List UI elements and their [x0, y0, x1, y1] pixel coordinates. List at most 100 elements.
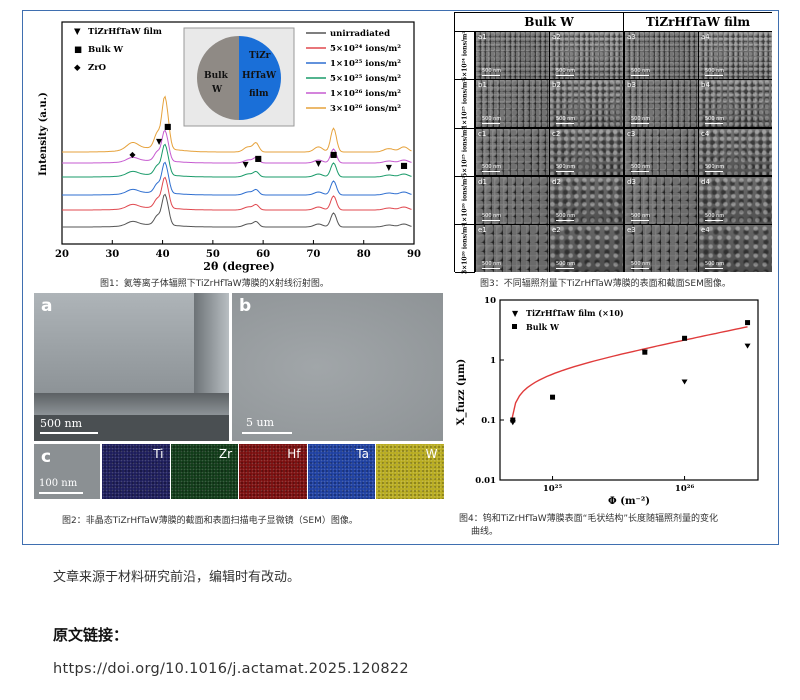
sem-cell-scale: 500 nm: [556, 116, 576, 123]
sem-cell-label: b4: [701, 81, 710, 90]
peak-marker: ◆: [129, 150, 136, 159]
panel-c-scale: 100 nm: [39, 478, 78, 489]
sem-header-bulk: Bulk W: [475, 13, 623, 31]
sem-panel-a: a 500 nm: [34, 293, 229, 441]
sem-cell-scale-bar: [556, 74, 574, 76]
sem-cell-label: b1: [478, 81, 487, 90]
legend-marker: ▼: [74, 27, 81, 37]
peak-marker: ■: [330, 150, 338, 159]
eds-element-label: Hf: [287, 447, 301, 461]
sem-cell-label: e1: [478, 226, 487, 235]
sem-cell-scale-bar: [631, 267, 649, 269]
sem-image-e4: e4 500 nm: [699, 225, 772, 272]
xrd-chart: 20 30 40 50 60 70 80 90 ◆ ▼ ■ ▼ ■ ▼ ■ ▼ ■ ▼ TiZrHfTaW f…: [34, 14, 444, 276]
sem-cell-scale: 500 nm: [482, 116, 502, 123]
peak-marker: ▼: [386, 163, 393, 172]
sem-cell-label: d3: [627, 177, 636, 186]
sem-image-d4: d4 500 nm: [699, 176, 772, 224]
sem-image-d2: d2 500 nm: [550, 176, 623, 224]
sem-image-b2: b2 500 nm: [550, 80, 623, 128]
sem-cell-label: d4: [701, 177, 710, 186]
x-tick-label: 70: [306, 249, 320, 260]
sem-cell-scale-bar: [631, 74, 649, 76]
x-tick-label: 60: [256, 249, 270, 260]
sem-image-e3: e3 500 nm: [625, 225, 698, 272]
sem-cell-scale-bar: [556, 267, 574, 269]
legend-label: unirradiated: [330, 29, 390, 39]
sem-cell-scale-bar: [705, 171, 723, 173]
sem-image-c2: c2 500 nm: [550, 128, 623, 176]
eds-map-ti: Ti: [102, 444, 170, 499]
xrd-series-line: [62, 129, 412, 164]
doi-link[interactable]: https://doi.org/10.1016/j.actamat.2025.1…: [53, 661, 409, 677]
x-tick-label: 10²⁵: [543, 484, 563, 494]
sem-cell-scale-bar: [705, 267, 723, 269]
eds-element-label: Zr: [218, 447, 232, 461]
sem-image-e2: e2 500 nm: [550, 225, 623, 272]
bulk-w-point: [550, 394, 556, 400]
sem-cell-label: d2: [552, 177, 561, 186]
sem-cell-scale: 500 nm: [482, 67, 502, 74]
sem-cell-scale: 500 nm: [556, 67, 576, 74]
sem-image-d3: d3 500 nm: [625, 176, 698, 224]
sem-cell-scale-bar: [482, 171, 500, 173]
sem-image-b4: b4 500 nm: [699, 80, 772, 128]
film-point: [681, 379, 688, 385]
sem-image-a3: a3 500 nm: [625, 32, 698, 79]
sem-image-d1: d1 500 nm: [476, 176, 549, 224]
xrd-peak-markers: ◆▼■▼■▼■▼ ■: [129, 122, 407, 172]
fig3-caption: 图3：不同辐照剂量下TiZrHfTaW薄膜的表面和截面SEM图像。: [480, 279, 731, 289]
x-tick-label: 10²⁶: [675, 484, 695, 494]
sem-panel-b: b 5 um: [232, 293, 443, 441]
sem-cell-scale-bar: [482, 267, 500, 269]
y-tick-label: 10: [484, 296, 496, 306]
fig4-caption-line1: 图4：钨和TiZrHfTaW薄膜表面“毛状结构”长度随辐照剂量的变化: [459, 514, 718, 524]
sem-cell-scale: 500 nm: [556, 260, 576, 267]
y-tick-label: 0.01: [475, 476, 496, 486]
svg-text:W: W: [211, 85, 223, 95]
legend-marker: ◆: [74, 63, 81, 73]
legend-label: 1×10²⁶ ions/m²: [330, 89, 401, 99]
sem-cell-label: e2: [552, 226, 561, 235]
fig1-caption: 图1：氦等离子体辐照下TiZrHfTaW薄膜的X射线衍射图。: [100, 279, 329, 289]
sem-cell-scale: 500 nm: [705, 212, 725, 219]
sem-panel-c: c 100 nm: [34, 444, 100, 499]
xrd-curves: [62, 95, 412, 228]
sem-cell-label: b2: [552, 81, 561, 90]
sem-cell-scale: 500 nm: [631, 260, 651, 267]
panel-a-scale: 500 nm: [40, 417, 83, 430]
sem-row-label: 5×10²⁴ ions/m²: [455, 31, 475, 81]
peak-marker: ▼: [242, 160, 249, 169]
fuzz-points: [509, 320, 751, 426]
sem-cell-scale: 500 nm: [482, 164, 502, 171]
legend-label: 1×10²⁵ ions/m²: [330, 59, 401, 69]
svg-text:HfTaW: HfTaW: [242, 71, 277, 81]
x-tick-label: 50: [206, 249, 220, 260]
legend-label: 5×10²⁵ ions/m²: [330, 74, 401, 84]
fig2-caption: 图2：非晶态TiZrHfTaW薄膜的截面和表面扫描电子显微镜（SEM）图像。: [62, 516, 358, 526]
sem-cell-scale-bar: [705, 219, 723, 221]
sem-image-a1: a1 500 nm: [476, 32, 549, 79]
eds-element-label: Ti: [153, 447, 164, 461]
xrd-series-line: [62, 193, 412, 228]
sem-image-c1: c1 500 nm: [476, 128, 549, 176]
legend-marker: ■: [74, 45, 82, 55]
sem-cell-scale: 500 nm: [556, 164, 576, 171]
sem-image-grid: Bulk W TiZrHfTaW film 5×10²⁴ ions/m² a1 50…: [454, 12, 772, 274]
xrd-plot-svg: 20 30 40 50 60 70 80 90 ◆▼■▼■▼■▼ ■ ▼ TiZrHfTaW f…: [38, 21, 421, 273]
sem-image-c3: c3 500 nm: [625, 128, 698, 176]
eds-element-label: Ta: [356, 447, 369, 461]
sem-image-a2: a2 500 nm: [550, 32, 623, 79]
sem-cell-scale: 500 nm: [631, 67, 651, 74]
sem-row-label: 1×10²⁵ ions/m²: [455, 79, 475, 129]
sem-cell-label: c1: [478, 129, 487, 138]
legend-label: 5×10²⁴ ions/m²: [330, 44, 401, 54]
film-point: [744, 343, 751, 349]
fuzz-y-label: X_fuzz (μm): [456, 359, 467, 426]
peak-marker: ■: [254, 154, 262, 163]
sem-cell-label: c4: [701, 129, 710, 138]
sem-cell-label: a4: [701, 33, 710, 41]
sem-cell-label: c3: [627, 129, 636, 138]
sem-cell-scale: 500 nm: [705, 164, 725, 171]
fuzz-ticks: 0.01 0.1 1 10 10²⁵ 10²⁶: [475, 296, 694, 494]
